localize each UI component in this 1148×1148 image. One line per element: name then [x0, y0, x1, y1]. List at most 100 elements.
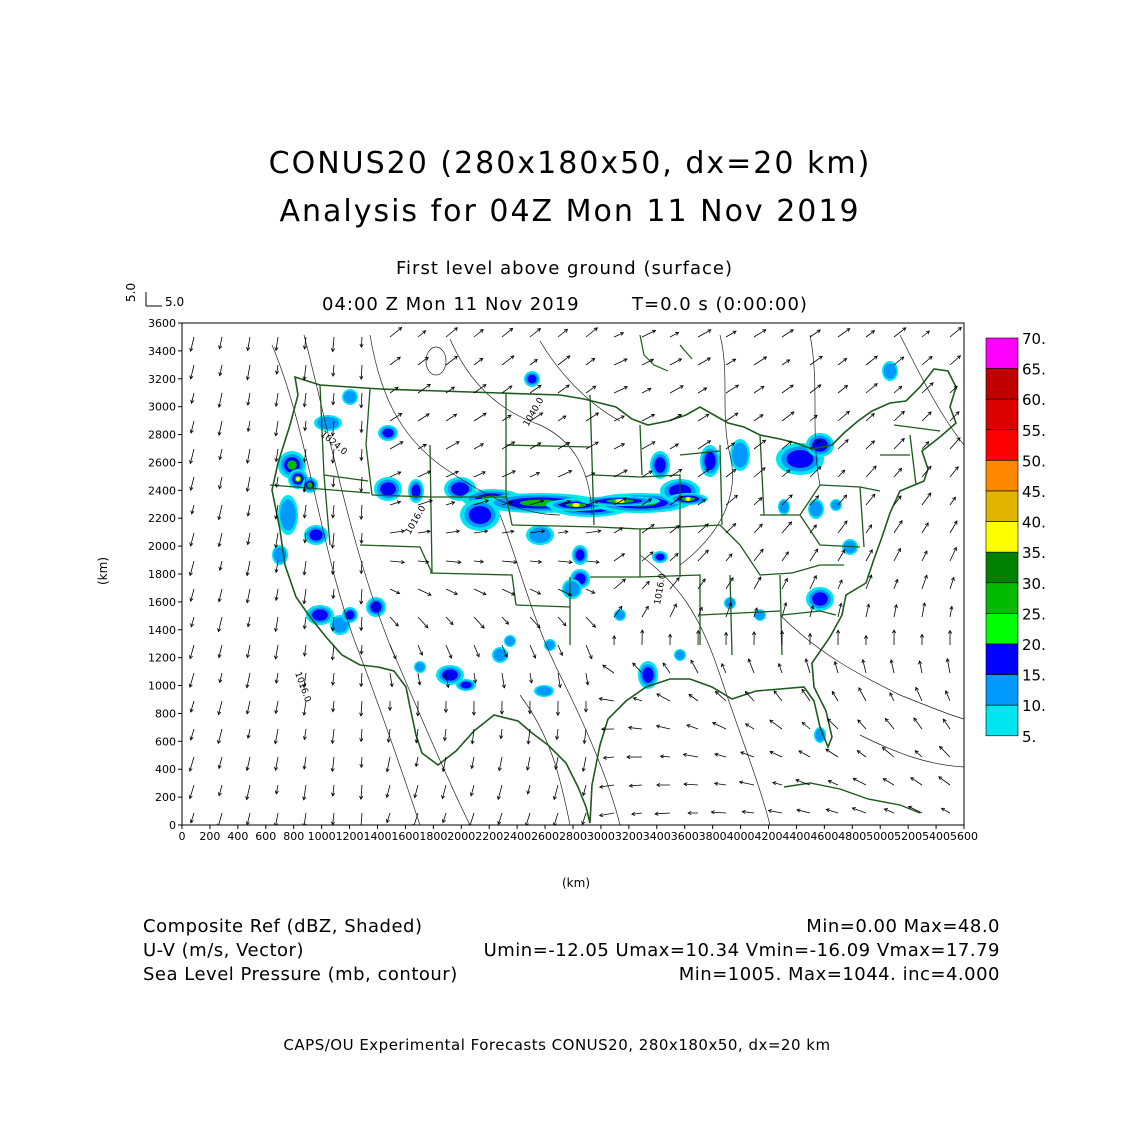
wind-vector	[697, 607, 703, 618]
x-tick-label: 4800	[838, 830, 866, 843]
wind-vector-head	[217, 598, 222, 603]
wind-vector-head	[359, 375, 364, 380]
reflectivity-cell	[675, 650, 685, 660]
wind-vector-head	[954, 466, 959, 471]
colorbar-label: 60.	[1022, 391, 1046, 409]
wind-vector-head	[331, 483, 336, 488]
wind-vector	[360, 616, 363, 631]
wind-vector	[893, 468, 902, 478]
wind-vector-head	[626, 755, 631, 760]
wind-vector	[360, 756, 363, 768]
wind-vector	[714, 782, 727, 786]
wind-vector	[725, 412, 739, 422]
wind-vector	[686, 724, 699, 730]
wind-vector-head	[813, 414, 818, 419]
wind-vector-head	[769, 719, 774, 724]
wind-vector-head	[562, 415, 567, 420]
wind-vector-head	[330, 768, 335, 773]
wind-vector	[697, 549, 709, 562]
wind-vector-head	[915, 686, 919, 691]
wind-vector-head	[387, 707, 392, 712]
colorbar-swatch	[985, 490, 1019, 522]
footer-credit: CAPS/OU Experimental Forecasts CONUS20, …	[283, 1036, 831, 1054]
wind-vector-head	[866, 603, 871, 608]
wind-vector-head	[274, 596, 279, 602]
wind-vector-head	[952, 496, 956, 501]
wind-vector-head	[786, 359, 791, 364]
wind-vector-head	[795, 778, 800, 783]
wind-vector-head	[566, 500, 571, 504]
wind-vector-head	[302, 684, 307, 689]
wind-vector	[781, 494, 793, 506]
wind-vector-head	[479, 559, 485, 564]
wind-vector-head	[714, 752, 719, 757]
wind-vector	[613, 606, 623, 618]
state-line	[511, 524, 599, 528]
wind-vector	[275, 672, 279, 684]
wind-vector-head	[631, 811, 636, 816]
wind-vector	[219, 672, 223, 683]
wind-vector	[893, 495, 902, 506]
wind-vector-head	[536, 328, 542, 332]
wind-vector	[915, 687, 923, 702]
wind-vector	[949, 497, 956, 506]
wind-vector	[946, 658, 951, 674]
wind-vector-head	[562, 622, 567, 627]
wind-vector	[417, 330, 426, 338]
wind-vector	[753, 497, 763, 506]
wind-vector-head	[189, 429, 194, 434]
wind-vector-head	[303, 427, 308, 432]
wind-vector-head	[788, 494, 793, 499]
reflectivity-cell	[732, 442, 748, 468]
wind-vector	[949, 355, 961, 366]
wind-vector	[721, 663, 727, 674]
wind-vector-head	[777, 662, 782, 668]
wind-vector-head	[902, 327, 907, 332]
wind-vector-head	[479, 329, 484, 333]
wind-vector	[303, 672, 307, 688]
wind-vector	[893, 385, 902, 394]
state-line	[781, 610, 837, 616]
state-line	[729, 574, 733, 656]
wind-vector	[304, 420, 307, 431]
wind-vector	[613, 358, 628, 366]
x-tick-label: 2200	[475, 830, 503, 843]
wind-vector	[417, 560, 429, 563]
wind-vector	[553, 812, 559, 825]
wind-vector	[217, 728, 223, 744]
wind-vector-head	[674, 443, 679, 448]
colorbar-swatch	[985, 429, 1019, 461]
wind-vector	[669, 358, 682, 366]
wind-vector	[669, 443, 679, 450]
wind-vector	[858, 687, 867, 702]
wind-vector	[415, 756, 419, 767]
wind-vector-head	[844, 439, 849, 444]
wind-vector-head	[565, 384, 570, 389]
wind-vector-head	[499, 710, 504, 715]
wind-vector-head	[701, 498, 706, 503]
wind-vector	[697, 387, 707, 394]
wind-vector-head	[900, 356, 905, 361]
wind-vector	[715, 691, 727, 702]
wind-vector-head	[217, 516, 222, 521]
wind-vector	[557, 616, 567, 626]
reflectivity-cell	[345, 610, 355, 620]
wind-vector-head	[424, 356, 429, 361]
wind-vector-head	[245, 684, 250, 689]
wind-vector-head	[846, 328, 851, 332]
wind-vector-head	[274, 568, 279, 574]
wind-vector-head	[950, 576, 955, 582]
wind-vector-head	[217, 403, 222, 408]
wind-vector	[801, 689, 811, 702]
isobar	[499, 514, 621, 825]
x-tick-label: 1600	[391, 830, 419, 843]
wind-vector-head	[396, 356, 401, 361]
wind-vector-head	[619, 527, 624, 531]
wind-vector	[386, 784, 391, 798]
isobar	[539, 340, 621, 422]
wind-vector-head	[870, 330, 876, 335]
wind-vector	[529, 560, 542, 563]
wind-vector-head	[650, 524, 655, 528]
wind-vector	[725, 553, 733, 562]
wind-vector	[189, 672, 195, 688]
